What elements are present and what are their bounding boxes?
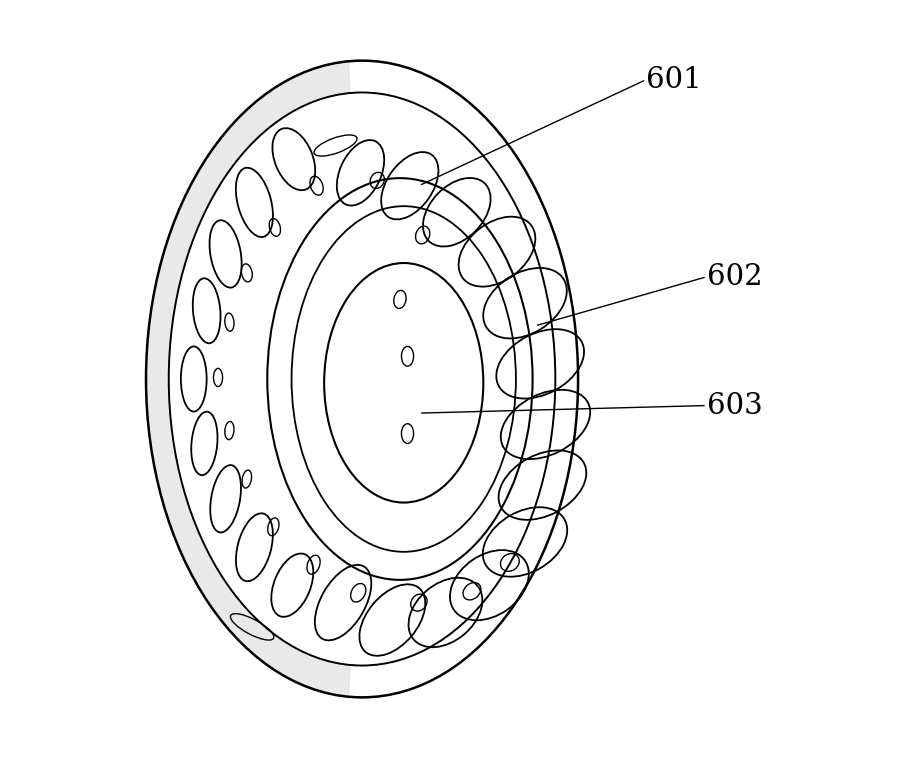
Polygon shape [146, 61, 350, 697]
Text: 602: 602 [707, 263, 763, 290]
Text: 603: 603 [707, 392, 763, 419]
Text: 601: 601 [646, 66, 702, 93]
